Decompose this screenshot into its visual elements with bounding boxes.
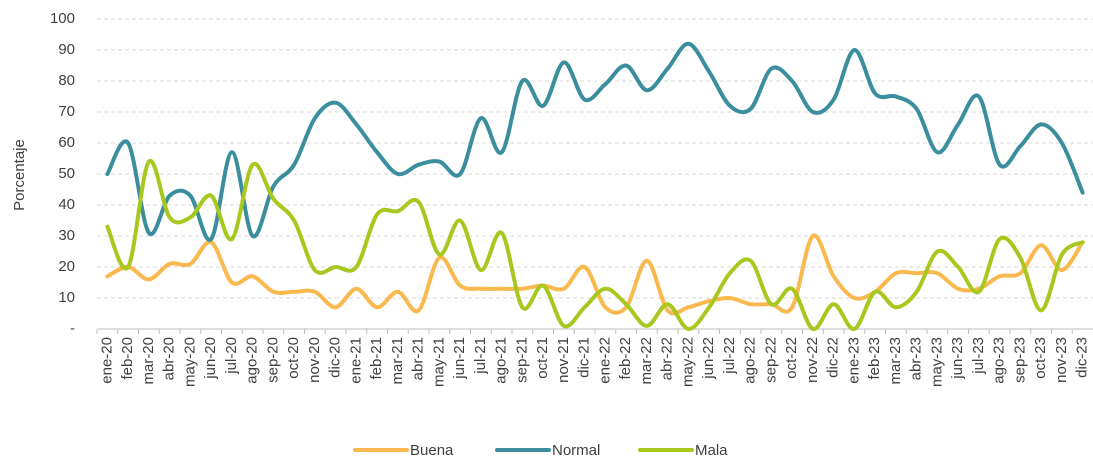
- x-tick-label: sep-21: [513, 337, 530, 383]
- x-tick-label: jul-20: [223, 337, 240, 375]
- x-tick-label: abr-20: [161, 337, 178, 380]
- legend-label: Buena: [410, 442, 454, 459]
- x-tick-label: mar-20: [140, 337, 157, 385]
- legend-label: Mala: [695, 442, 728, 459]
- x-tick-label: may-21: [430, 337, 447, 387]
- x-tick-label: abr-21: [410, 337, 427, 380]
- x-tick-label: dic-22: [825, 337, 842, 378]
- x-tick-label: ene-23: [845, 337, 862, 384]
- y-tick-label: 50: [58, 165, 75, 182]
- y-tick-label: 60: [58, 134, 75, 151]
- x-tick-label: feb-20: [119, 337, 136, 380]
- y-tick-label: 30: [58, 227, 75, 244]
- x-tick-label: feb-21: [368, 337, 385, 380]
- x-tick-label: dic-20: [327, 337, 344, 378]
- x-tick-label: jun-20: [202, 337, 219, 380]
- x-tick-label: nov-20: [306, 337, 323, 383]
- y-tick-label: -: [70, 320, 75, 337]
- series-line: [105, 41, 1085, 242]
- x-tick-label: jul-21: [472, 337, 489, 375]
- x-tick-label: ene-20: [98, 337, 115, 384]
- x-tick-label: jun-22: [700, 337, 717, 380]
- x-tick-label: abr-23: [908, 337, 925, 380]
- y-tick-label: 70: [58, 103, 75, 120]
- x-tick-label: sep-23: [1011, 337, 1028, 383]
- x-tick-label: dic-21: [576, 337, 593, 378]
- x-tick-label: feb-23: [866, 337, 883, 380]
- legend-label: Normal: [552, 442, 600, 459]
- x-tick-label: jul-22: [721, 337, 738, 375]
- x-tick-label: oct-23: [1032, 337, 1049, 379]
- y-tick-label: 90: [58, 41, 75, 58]
- x-tick-label: may-23: [928, 337, 945, 387]
- x-tick-label: mar-21: [389, 337, 406, 385]
- x-tick-label: abr-22: [659, 337, 676, 380]
- x-tick-label: oct-21: [534, 337, 551, 379]
- x-tick-label: nov-23: [1053, 337, 1070, 383]
- y-tick-label: 100: [50, 10, 75, 27]
- x-tick-label: dic-23: [1074, 337, 1091, 378]
- x-tick-label: sep-20: [264, 337, 281, 383]
- series-line: [105, 233, 1085, 316]
- x-tick-label: oct-20: [285, 337, 302, 379]
- x-tick-label: jul-23: [970, 337, 987, 375]
- x-tick-label: nov-22: [804, 337, 821, 383]
- x-tick-label: ene-21: [347, 337, 364, 384]
- x-tick-label: ene-22: [596, 337, 613, 384]
- x-tick-label: ago-22: [742, 337, 759, 384]
- y-tick-label: 40: [58, 196, 75, 213]
- x-tick-label: mar-22: [638, 337, 655, 385]
- x-tick-label: jun-21: [451, 337, 468, 380]
- y-tick-label: 10: [58, 289, 75, 306]
- x-tick-label: ago-20: [244, 337, 261, 384]
- x-tick-label: mar-23: [887, 337, 904, 385]
- x-tick-label: may-22: [679, 337, 696, 387]
- x-tick-label: oct-22: [783, 337, 800, 379]
- x-tick-label: ago-23: [991, 337, 1008, 384]
- y-tick-label: 20: [58, 258, 75, 275]
- x-tick-label: may-20: [181, 337, 198, 387]
- x-tick-label: sep-22: [762, 337, 779, 383]
- x-tick-label: ago-21: [493, 337, 510, 384]
- x-tick-label: nov-21: [555, 337, 572, 383]
- x-tick-label: jun-23: [949, 337, 966, 380]
- y-axis-label: Porcentaje: [11, 139, 28, 211]
- series-line: [105, 159, 1085, 331]
- x-tick-label: feb-22: [617, 337, 634, 380]
- y-tick-label: 80: [58, 72, 75, 89]
